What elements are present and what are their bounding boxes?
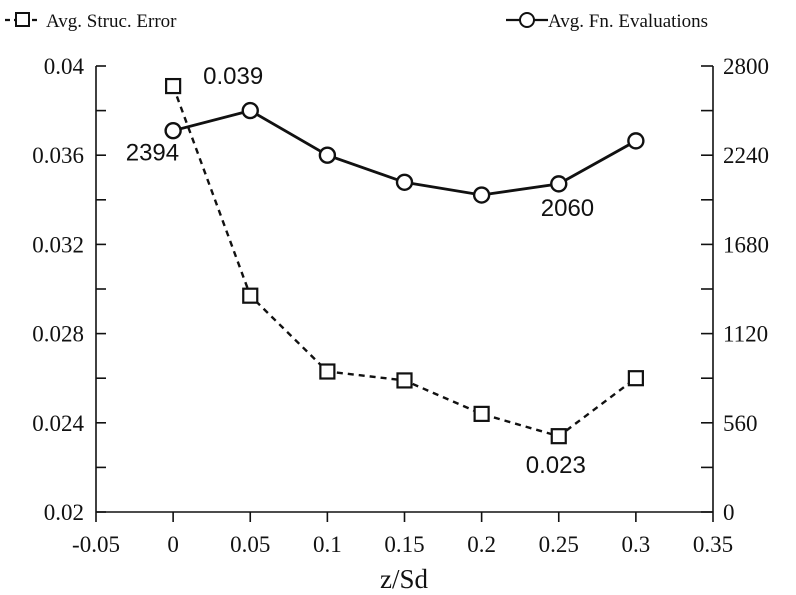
x-axis-title: z/Sd bbox=[380, 564, 429, 594]
right-tick-label: 2800 bbox=[723, 54, 769, 79]
data-point-avg-struc-error bbox=[550, 428, 567, 445]
series-layer bbox=[164, 77, 645, 445]
data-point-avg-fn-evaluations bbox=[241, 101, 259, 120]
left-tick-label: 0.04 bbox=[44, 54, 85, 79]
x-tick-label: 0.2 bbox=[467, 532, 496, 557]
legend: Avg. Struc. Error Avg. Fn. Evaluations bbox=[5, 11, 708, 32]
data-point-avg-struc-error bbox=[319, 363, 336, 380]
right-tick-label: 0 bbox=[723, 500, 735, 525]
data-point-avg-struc-error bbox=[473, 405, 490, 422]
left-tick-label: 0.028 bbox=[32, 322, 84, 347]
x-tick-label: 0 bbox=[167, 532, 179, 557]
data-point-avg-struc-error bbox=[165, 77, 182, 95]
data-label: 2394 bbox=[126, 140, 179, 167]
right-tick-label: 1120 bbox=[723, 322, 768, 347]
legend-item-fn-evaluations: Avg. Fn. Evaluations bbox=[506, 11, 708, 32]
data-point-avg-struc-error bbox=[627, 370, 644, 387]
right-axis-ticks: 0 560 1120 1680 2240 2800 bbox=[701, 54, 769, 525]
x-tick-label: -0.05 bbox=[72, 532, 120, 557]
x-tick-label: 0.3 bbox=[622, 532, 651, 557]
left-tick-label: 0.02 bbox=[44, 500, 84, 525]
legend-fn-evaluations-marker bbox=[519, 12, 535, 28]
right-tick-label: 560 bbox=[723, 411, 758, 436]
left-tick-label: 0.036 bbox=[32, 143, 84, 168]
x-axis-ticks: -0.05 0 0.05 0.1 0.15 0.2 0.25 0.3 0.35 bbox=[72, 512, 733, 557]
x-tick-label: 0.35 bbox=[693, 532, 733, 557]
right-tick-label: 1680 bbox=[723, 232, 769, 257]
legend-item-struc-error: Avg. Struc. Error bbox=[5, 11, 177, 32]
left-tick-label: 0.032 bbox=[32, 232, 84, 257]
data-point-avg-struc-error bbox=[242, 287, 259, 304]
data-label: 0.039 bbox=[203, 63, 263, 90]
legend-struc-error-marker bbox=[15, 12, 30, 27]
annotations: 0.039 2394 2060 0.023 bbox=[126, 63, 594, 479]
legend-fn-evaluations-label: Avg. Fn. Evaluations bbox=[548, 11, 708, 32]
data-point-avg-fn-evaluations bbox=[550, 175, 568, 193]
data-point-avg-fn-evaluations bbox=[472, 186, 491, 204]
x-tick-label: 0.25 bbox=[539, 532, 579, 557]
data-point-avg-fn-evaluations bbox=[627, 132, 645, 150]
data-point-avg-fn-evaluations bbox=[318, 146, 337, 164]
x-tick-label: 0.1 bbox=[313, 532, 342, 557]
data-point-avg-fn-evaluations bbox=[395, 173, 414, 191]
data-label: 0.023 bbox=[526, 452, 586, 479]
left-axis-ticks: 0.02 0.024 0.028 0.032 0.036 0.04 bbox=[32, 54, 106, 525]
data-point-avg-struc-error bbox=[396, 372, 413, 389]
right-tick-label: 2240 bbox=[723, 143, 769, 168]
x-tick-label: 0.15 bbox=[384, 532, 424, 557]
data-label: 2060 bbox=[541, 195, 594, 222]
left-tick-label: 0.024 bbox=[32, 411, 84, 436]
data-point-avg-fn-evaluations bbox=[164, 121, 182, 140]
x-tick-label: 0.05 bbox=[230, 532, 270, 557]
legend-struc-error-label: Avg. Struc. Error bbox=[46, 11, 177, 32]
